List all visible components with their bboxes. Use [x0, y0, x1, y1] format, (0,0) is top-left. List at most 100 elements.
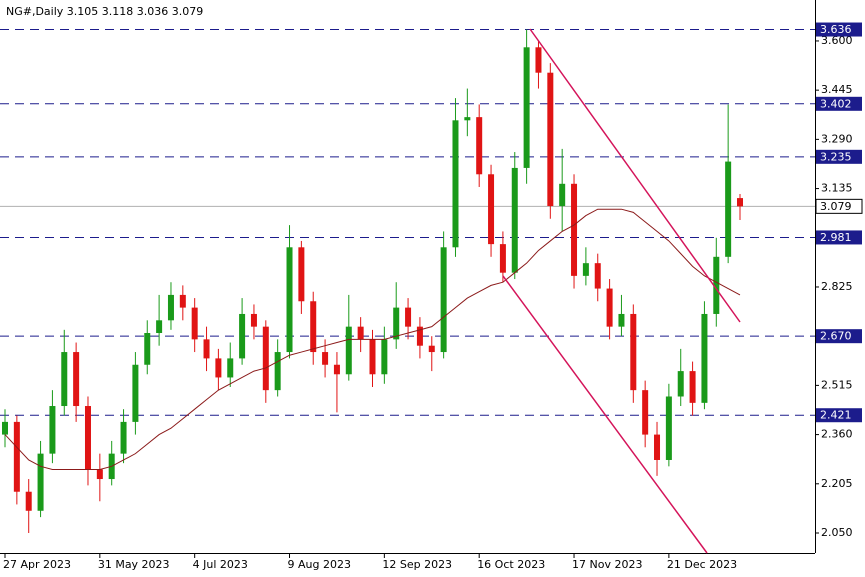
level-label-box	[816, 22, 862, 37]
plot	[0, 29, 815, 534]
candle-body	[416, 326, 423, 346]
level-label: 2.670	[820, 330, 852, 343]
y-tick-label: 2.050	[821, 526, 853, 539]
channel-lower-line	[502, 275, 708, 554]
candle-body	[523, 47, 530, 168]
candle-body	[618, 313, 625, 327]
level-label: 2.421	[820, 409, 852, 422]
candle-body	[13, 421, 20, 492]
x-tick-label: 12 Sep 2023	[382, 558, 452, 571]
level-label-box	[816, 96, 862, 111]
level-label: 2.981	[820, 231, 852, 244]
candle-body	[73, 352, 80, 407]
level-label-box	[816, 149, 862, 164]
candle-body	[156, 320, 163, 334]
candle-body	[381, 339, 388, 375]
candle-body	[594, 263, 601, 289]
candle-body	[61, 352, 68, 407]
last-price-label: 3.079	[820, 200, 852, 213]
candle-body	[630, 313, 637, 391]
level-label: 3.402	[820, 97, 852, 110]
moving-average	[4, 208, 741, 471]
candle-body	[191, 307, 198, 340]
y-tick-label: 2.205	[821, 477, 853, 490]
last-price-box	[815, 198, 863, 214]
candle-body	[547, 72, 554, 207]
level-label: 3.235	[820, 150, 852, 163]
candle-body	[488, 174, 495, 245]
candle-body	[227, 358, 234, 378]
candle-body	[215, 358, 222, 378]
y-tick-label: 3.445	[821, 83, 853, 96]
level-label: 3.636	[820, 23, 852, 36]
candle-body	[440, 247, 447, 353]
candle-body	[606, 288, 613, 327]
candle-body	[262, 326, 269, 391]
candle-body	[25, 491, 32, 511]
candle-body	[203, 339, 210, 359]
candle-body	[369, 339, 376, 375]
candle-body	[239, 313, 246, 359]
candle-body	[464, 117, 471, 121]
x-tick-label: 9 Aug 2023	[288, 558, 351, 571]
level-label-box	[816, 230, 862, 245]
candle-body	[452, 120, 459, 248]
y-tick-label: 3.135	[821, 182, 853, 195]
y-tick-label: 2.360	[821, 428, 853, 441]
y-tick-label: 2.825	[821, 280, 853, 293]
candle-body	[665, 396, 672, 460]
candle-body	[725, 161, 732, 257]
candle-body	[298, 247, 305, 302]
candle-body	[476, 117, 483, 175]
candle-body	[179, 294, 186, 308]
candle-body	[571, 183, 578, 276]
candle-body	[713, 256, 720, 314]
candle-body	[84, 406, 91, 470]
candle-body	[535, 47, 542, 73]
candle-body	[49, 406, 56, 454]
candle-body	[322, 352, 329, 365]
candle-body	[357, 326, 364, 340]
candle-body	[499, 244, 506, 273]
candle-body	[654, 434, 661, 460]
candle-body	[286, 247, 293, 353]
level-label-box	[816, 329, 862, 344]
level-label-box	[816, 408, 862, 423]
x-tick-label: 16 Oct 2023	[477, 558, 545, 571]
chart-title: NG#,Daily 3.105 3.118 3.036 3.079	[6, 5, 203, 18]
candle-body	[250, 313, 257, 327]
candle-body	[333, 364, 340, 375]
candle-body	[701, 313, 708, 403]
y-tick-label: 3.600	[821, 34, 853, 47]
channel-upper-line	[529, 28, 741, 323]
y-tick-label: 3.290	[821, 132, 853, 145]
candle-body	[405, 307, 412, 327]
candle-body	[428, 345, 435, 353]
candle-body	[167, 294, 174, 321]
candle-body	[132, 364, 139, 422]
candle-body	[511, 167, 518, 273]
candle-body	[689, 371, 696, 403]
candle-body	[393, 307, 400, 340]
y-tick-label: 2.515	[821, 378, 853, 391]
candle-body	[96, 469, 103, 480]
candle-body	[2, 421, 8, 435]
x-tick-label: 17 Nov 2023	[572, 558, 642, 571]
candle-body	[37, 453, 44, 511]
candle-body	[274, 352, 281, 391]
x-tick-label: 27 Apr 2023	[3, 558, 71, 571]
candle-body	[310, 301, 317, 353]
x-tick-label: 21 Dec 2023	[667, 558, 737, 571]
candle-body	[559, 183, 566, 207]
x-tick-label: 31 May 2023	[98, 558, 170, 571]
candle-body	[582, 263, 589, 276]
x-tick-label: 4 Jul 2023	[193, 558, 248, 571]
candle-body	[677, 371, 684, 397]
candle-body	[345, 326, 352, 375]
candle-body	[642, 390, 649, 435]
candle-body	[144, 333, 151, 365]
candle-body	[120, 421, 127, 454]
candle-body	[737, 198, 743, 207]
